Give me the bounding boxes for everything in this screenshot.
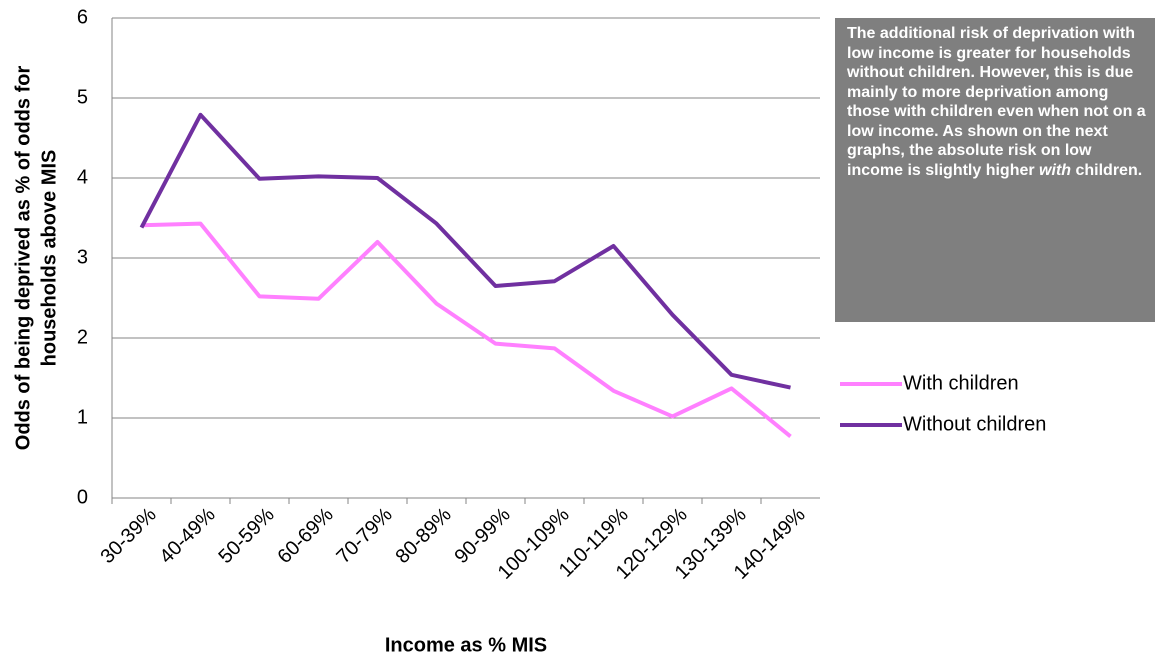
y-tick-label: 6 (77, 6, 88, 28)
x-tick-label: 50-59% (214, 504, 278, 568)
x-tick-label: 60-69% (273, 504, 337, 568)
annotation-text: children. (1071, 161, 1143, 179)
y-tick-label: 3 (77, 246, 88, 268)
y-tick-label: 4 (77, 166, 88, 188)
annotation-box: The additional risk of deprivation with … (835, 18, 1155, 322)
y-tick-label: 2 (77, 326, 88, 348)
x-tick-label: 40-49% (155, 504, 219, 568)
y-tick-label: 5 (77, 86, 88, 108)
series-line (141, 221, 792, 438)
y-axis-title: households above MIS (38, 150, 60, 367)
annotation-text: with (1039, 161, 1072, 179)
y-tick-label: 1 (77, 406, 88, 428)
x-tick-label: 80-89% (391, 504, 455, 568)
y-tick-label: 0 (77, 486, 88, 508)
y-axis-title: Odds of being deprived as % of odds for (12, 66, 34, 451)
annotation-text: The additional risk of deprivation with … (847, 25, 1146, 179)
x-axis-title: Income as % MIS (385, 634, 547, 656)
legend-label: Without children (903, 413, 1046, 435)
x-tick-label: 70-79% (332, 504, 396, 568)
legend-label: With children (903, 372, 1019, 394)
x-tick-label: 30-39% (96, 504, 160, 568)
series-line (139, 112, 791, 390)
